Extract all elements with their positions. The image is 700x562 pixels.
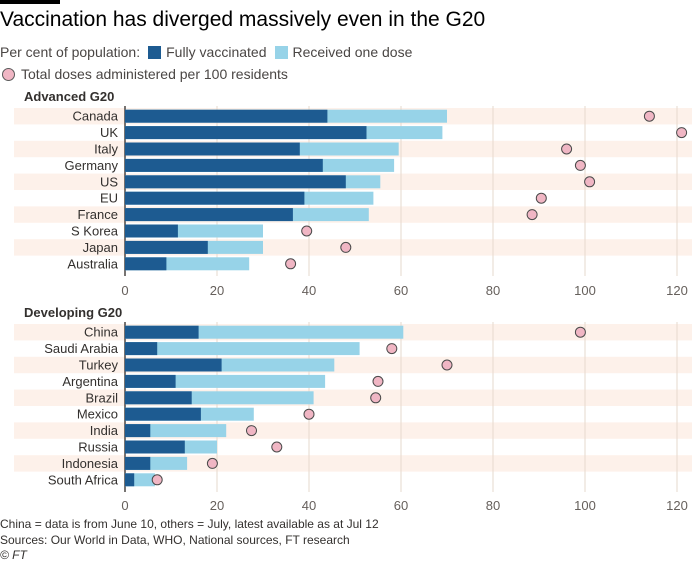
- panel-1-bar-fully: [125, 208, 293, 222]
- panel-2-bar-fully: [125, 325, 199, 339]
- panel-2-dot-doses: [271, 441, 283, 453]
- panel-2-tick-label: 20: [210, 498, 224, 513]
- panel-1-dot-doses: [285, 258, 297, 270]
- panel-2-bar-fully: [125, 358, 222, 372]
- footer-copyright: © FT: [0, 548, 27, 562]
- panel-2-bar-one-dose: [125, 342, 360, 356]
- panel-1-dot-doses: [301, 225, 313, 237]
- panel-2-dot-doses: [574, 326, 586, 338]
- panel-2-tick-label: 120: [666, 498, 688, 513]
- panel-2-bar-fully: [125, 424, 151, 438]
- panel-2-category-label: India: [90, 423, 119, 438]
- panel-1-category-label: Canada: [72, 109, 118, 124]
- panel-1-dot-doses: [584, 176, 596, 188]
- panel-2-bar-fully: [125, 391, 192, 405]
- legend-label-doses: Total doses administered per 100 residen…: [21, 66, 288, 82]
- panel-2-dot-doses: [151, 474, 163, 486]
- footer-sources: Sources: Our World in Data, WHO, Nationa…: [0, 533, 350, 547]
- panel-2-category-label: Indonesia: [62, 456, 119, 471]
- panel-2-category-label: Mexico: [77, 407, 118, 422]
- legend-swatch-doses: [2, 67, 15, 81]
- panel-1-bar-fully: [125, 191, 305, 205]
- panel-1-tick-label: 60: [394, 283, 408, 298]
- legend-swatch-one-dose: [274, 45, 288, 59]
- panel-2-dot-doses: [386, 343, 398, 355]
- panel-2-bar-fully: [125, 374, 176, 388]
- panel-1-category-label: S Korea: [71, 224, 119, 239]
- panel-2-dot-doses: [370, 392, 382, 404]
- panel-2-bar-fully: [125, 456, 151, 470]
- panel-2-dot-doses: [372, 375, 384, 387]
- panel-1-dot-doses: [574, 159, 586, 171]
- panel-1-category-label: Australia: [67, 256, 118, 271]
- panel-2-bar-fully: [125, 473, 135, 487]
- panel-2-category-label: Argentina: [62, 374, 118, 389]
- panel-1-dot-doses: [535, 192, 547, 204]
- panel-2-title: Developing G20: [24, 305, 122, 320]
- panel-1-dot-doses: [561, 143, 573, 155]
- panel-2-category-label: South Africa: [48, 472, 119, 487]
- legend-prefix: Per cent of population:: [0, 44, 141, 60]
- panel-2-dot-doses: [303, 408, 315, 420]
- panel-1-category-label: Italy: [94, 142, 118, 157]
- panel-2-tick-label: 60: [394, 498, 408, 513]
- panel-2-category-label: Russia: [78, 440, 119, 455]
- panel-1-category-label: UK: [100, 125, 118, 140]
- panel-2-bar-fully: [125, 407, 201, 421]
- panel-2-category-label: China: [84, 325, 119, 340]
- panel-1-tick-label: 120: [666, 283, 688, 298]
- panel-1-bar-fully: [125, 240, 208, 254]
- panel-2-dot-doses: [206, 457, 218, 469]
- legend-bars: Per cent of population: Fully vaccinated…: [0, 44, 412, 60]
- panel-2-bar-fully: [125, 342, 158, 356]
- panel-2-dot-doses: [441, 359, 453, 371]
- panel-2-bar-fully: [125, 440, 185, 454]
- panel-2-category-label: Saudi Arabia: [44, 341, 118, 356]
- top-accent-bar: [0, 0, 60, 4]
- panel-1-tick-label: 0: [121, 283, 128, 298]
- panel-1-category-label: Germany: [65, 158, 119, 173]
- panel-1-dot-doses: [340, 241, 352, 253]
- legend-swatch-fully: [148, 45, 162, 59]
- panel-2-dot-doses: [246, 425, 257, 437]
- panel-2-tick-label: 100: [574, 498, 596, 513]
- panel-1-category-label: US: [100, 174, 118, 189]
- panel-1-bar-fully: [125, 175, 346, 189]
- panel-1-dot-doses: [643, 110, 655, 122]
- panel-1-tick-label: 40: [302, 283, 316, 298]
- panel-1-category-label: Japan: [83, 240, 118, 255]
- panel-1-dot-doses: [526, 209, 538, 221]
- panel-1-tick-label: 20: [210, 283, 224, 298]
- panel-1-bar-fully: [125, 224, 178, 238]
- panel-2-category-label: Brazil: [85, 390, 118, 405]
- panel-1-dot-doses: [676, 127, 688, 139]
- panel-1-bar-fully: [125, 109, 328, 123]
- panel-1-tick-label: 80: [486, 283, 500, 298]
- legend-doses: Total doses administered per 100 residen…: [0, 66, 288, 82]
- panel-1-tick-label: 100: [574, 283, 596, 298]
- legend-label-one-dose: Received one dose: [292, 44, 413, 60]
- panel-2-tick-label: 80: [486, 498, 500, 513]
- chart-title: Vaccination has diverged massively even …: [0, 8, 486, 31]
- panel-1-bar-fully: [125, 126, 367, 140]
- footer-note: China = data is from June 10, others = J…: [0, 517, 379, 531]
- legend-label-fully: Fully vaccinated: [166, 44, 267, 60]
- panel-1-title: Advanced G20: [24, 89, 114, 104]
- panel-1-bar-fully: [125, 142, 300, 156]
- panel-1-category-label: France: [78, 207, 118, 222]
- panel-2-category-label: Turkey: [79, 358, 119, 373]
- panel-1-bar-fully: [125, 158, 323, 172]
- panel-2-tick-label: 0: [121, 498, 128, 513]
- panel-2-tick-label: 40: [302, 498, 316, 513]
- panel-1-category-label: EU: [100, 191, 118, 206]
- panel-1-bar-fully: [125, 257, 167, 271]
